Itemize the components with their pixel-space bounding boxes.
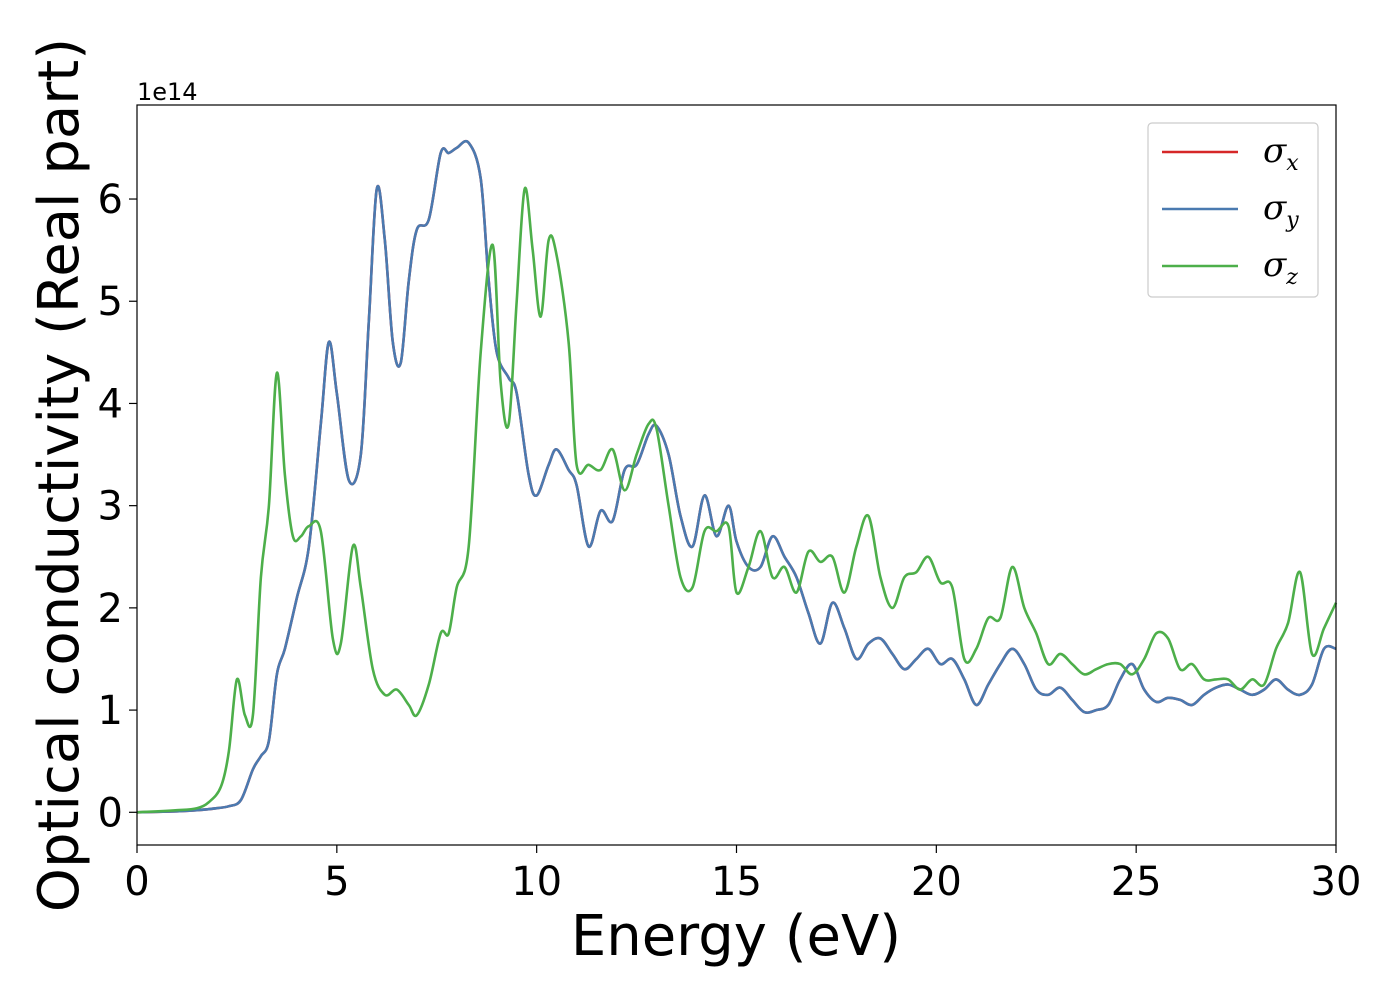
series-group <box>136 139 1338 814</box>
y-tick-label: 2 <box>98 586 123 632</box>
y-ticks: 0 1 2 3 4 5 6 <box>98 177 137 836</box>
x-tick-label: 15 <box>711 859 762 905</box>
x-tick-label: 10 <box>511 859 562 905</box>
y-tick-label: 3 <box>98 484 123 530</box>
x-tick-label: 5 <box>324 859 349 905</box>
y-tick-label: 1 <box>98 688 123 734</box>
y-tick-label: 6 <box>98 177 123 223</box>
x-tick-label: 30 <box>1311 859 1362 905</box>
y-axis-label: Optical conductivity (Real part) <box>27 38 92 912</box>
y-tick-label: 5 <box>98 279 123 325</box>
x-ticks: 0 5 10 15 20 25 30 <box>124 845 1361 905</box>
plot-background <box>137 105 1336 845</box>
y-offset-label: 1e14 <box>137 78 198 106</box>
legend-label-x: σx <box>1263 131 1299 176</box>
y-tick-label: 4 <box>98 381 123 427</box>
legend-label-z: σz <box>1263 245 1298 290</box>
x-tick-label: 20 <box>911 859 962 905</box>
series-line-z <box>136 186 1338 814</box>
y-tick-label: 0 <box>98 790 123 836</box>
series-line-y <box>136 139 1337 814</box>
x-tick-label: 25 <box>1111 859 1162 905</box>
legend: σx σy σz <box>1147 122 1319 298</box>
legend-label-y: σy <box>1263 188 1299 233</box>
x-tick-label: 0 <box>124 859 149 905</box>
x-axis-label: Energy (eV) <box>571 904 901 969</box>
